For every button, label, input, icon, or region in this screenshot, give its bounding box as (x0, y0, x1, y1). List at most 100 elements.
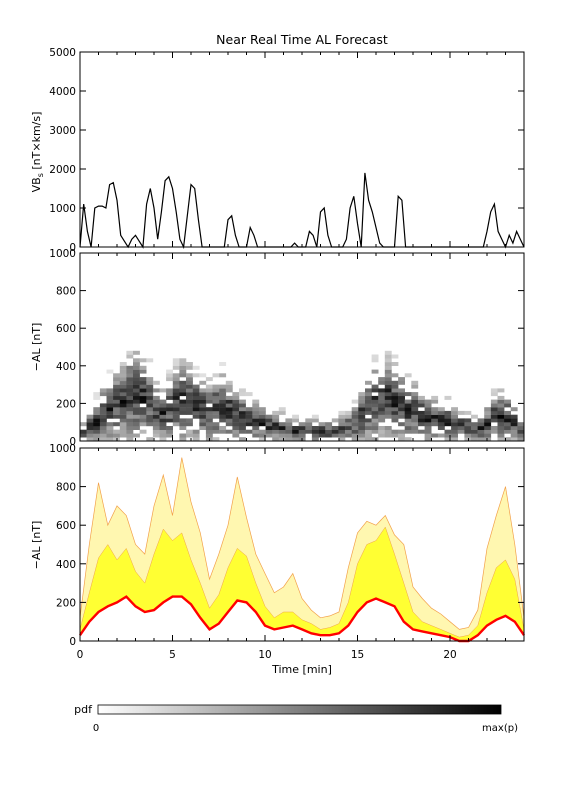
heatmap-cell (510, 429, 518, 434)
heatmap-cell (471, 437, 478, 442)
heatmap-cell (199, 426, 207, 430)
heatmap-cell (345, 426, 352, 430)
heatmap-cell (384, 407, 392, 412)
heatmap-cell (199, 373, 207, 378)
heatmap-cell (133, 403, 140, 408)
heatmap-cell (126, 365, 134, 370)
heatmap-cell (378, 403, 386, 408)
heatmap-cell (106, 395, 114, 400)
heatmap-cell (126, 429, 134, 434)
heatmap-cell (371, 426, 379, 430)
heatmap-cell (365, 407, 372, 412)
heatmap-cell (245, 429, 253, 434)
heatmap-cell (345, 429, 352, 434)
heatmap-cell (424, 407, 432, 412)
heatmap-cell (517, 422, 525, 427)
heatmap-cell (424, 399, 432, 404)
heatmap-cell (365, 395, 372, 400)
heatmap-cell (179, 362, 187, 366)
heatmap-cell (93, 426, 101, 430)
heatmap-cell (166, 388, 173, 393)
heatmap-cell (139, 418, 147, 423)
heatmap-cell (225, 414, 233, 419)
heatmap-cell (471, 414, 478, 419)
heatmap-cell (338, 437, 346, 442)
heatmap-cell (152, 399, 160, 404)
heatmap-cell (219, 395, 227, 400)
heatmap-cell (152, 426, 160, 430)
heatmap-cell (205, 429, 213, 434)
heatmap-cell (186, 377, 193, 382)
heatmap-cell (331, 433, 339, 438)
heatmap-cell (212, 403, 220, 408)
heatmap-cell (119, 414, 127, 419)
heatmap-cell (497, 403, 505, 408)
vbs-series-line (79, 172, 525, 250)
heatmap-cell (133, 410, 140, 415)
heatmap-cell (457, 426, 465, 430)
al-forecast-y-tick-label-5: 1000 (49, 443, 76, 455)
al-forecast-plot-area (79, 448, 525, 643)
heatmap-cell (398, 407, 405, 412)
heatmap-cell (351, 418, 359, 423)
heatmap-cell (126, 437, 134, 442)
heatmap-cell (139, 358, 147, 363)
heatmap-cell (457, 422, 465, 427)
heatmap-cell (431, 422, 439, 427)
al-forecast-y-ticks: 0 200 400 600 800 1000 (49, 443, 524, 648)
al-forecast-panel: 0 200 400 600 800 1000 0 5 10 15 20 −AL [nT] Time… (30, 443, 525, 676)
heatmap-cell (93, 422, 101, 427)
heatmap-cell (146, 380, 154, 385)
heatmap-cell (146, 403, 154, 408)
heatmap-cell (391, 384, 399, 389)
heatmap-cell (119, 426, 127, 430)
heatmap-cell (239, 403, 246, 408)
heatmap-cell (490, 392, 498, 397)
heatmap-cell (232, 426, 240, 430)
heatmap-cell (305, 426, 313, 430)
heatmap-cell (192, 365, 200, 370)
heatmap-cell (464, 437, 472, 442)
heatmap-cell (93, 429, 101, 434)
heatmap-cell (119, 377, 127, 382)
heatmap-cell (371, 358, 379, 363)
al-forecast-y-tick-label-0: 0 (69, 636, 76, 648)
heatmap-cell (431, 433, 439, 438)
heatmap-cell (219, 426, 227, 430)
heatmap-cell (179, 392, 187, 397)
heatmap-cell (510, 437, 518, 442)
heatmap-cell (437, 414, 445, 419)
heatmap-cell (245, 422, 253, 427)
heatmap-cell (484, 437, 492, 442)
heatmap-cell (139, 399, 147, 404)
heatmap-cell (146, 410, 154, 415)
heatmap-cell (166, 433, 173, 438)
heatmap-cell (186, 395, 193, 400)
heatmap-cell (232, 418, 240, 423)
heatmap-cell (192, 410, 200, 415)
heatmap-cell (113, 403, 120, 408)
heatmap-cell (398, 392, 405, 397)
heatmap-cell (119, 362, 127, 366)
heatmap-cell (166, 369, 173, 374)
heatmap-cell (139, 380, 147, 385)
heatmap-cell (371, 403, 379, 408)
heatmap-cell (152, 403, 160, 408)
heatmap-cell (411, 426, 419, 430)
heatmap-cell (404, 410, 412, 415)
heatmap-cell (384, 399, 392, 404)
heatmap-cell (179, 380, 187, 385)
heatmap-cell (437, 433, 445, 438)
time-x-label: Time [min] (271, 663, 332, 676)
heatmap-cell (318, 426, 326, 430)
heatmap-cell (431, 399, 439, 404)
heatmap-cell (418, 395, 425, 400)
heatmap-cell (179, 426, 187, 430)
heatmap-cell (166, 414, 173, 419)
heatmap-cell (351, 426, 359, 430)
heatmap-cell (186, 384, 193, 389)
heatmap-cell (119, 403, 127, 408)
heatmap-cell (172, 399, 180, 404)
heatmap-cell (384, 362, 392, 366)
heatmap-cell (365, 433, 372, 438)
